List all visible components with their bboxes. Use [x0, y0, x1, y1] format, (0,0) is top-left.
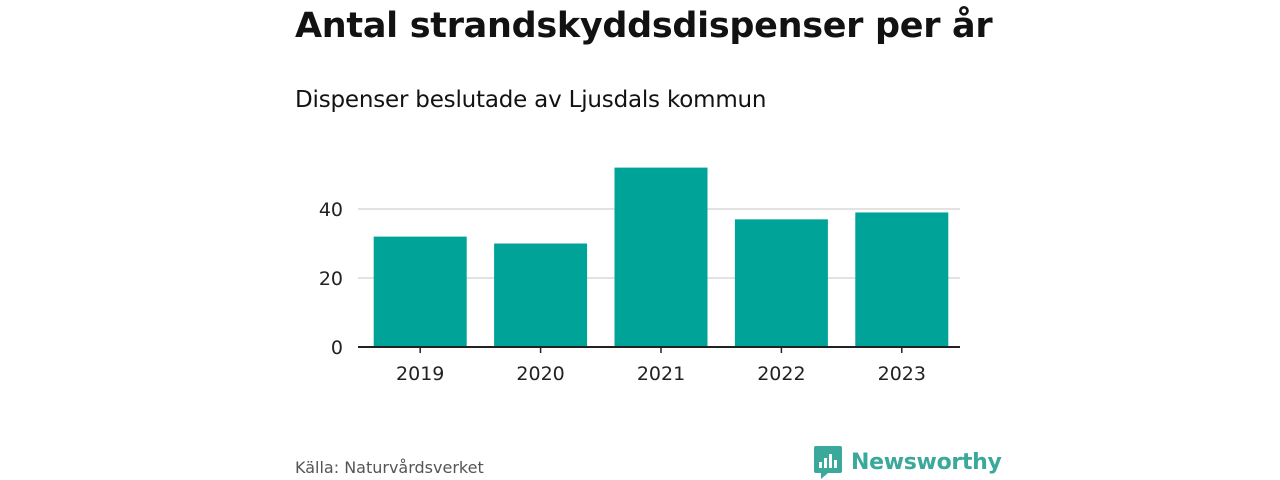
brand-name: Newsworthy [851, 449, 1002, 475]
chart-subtitle: Dispenser beslutade av Ljusdals kommun [295, 87, 767, 113]
bar-2021 [614, 167, 708, 347]
newsworthy-logo: Newsworthy [813, 444, 1002, 480]
x-tick-label-2021: 2021 [637, 363, 685, 385]
x-tick-label-2019: 2019 [396, 363, 444, 385]
x-tick-label-2022: 2022 [757, 363, 805, 385]
newsworthy-logo-icon [814, 446, 842, 479]
bar-2020 [494, 243, 588, 347]
x-tick-label-2020: 2020 [516, 363, 564, 385]
chart-title: Antal strandskyddsdispenser per år [295, 6, 993, 46]
y-tick-label-40: 40 [319, 199, 343, 221]
bar-2023 [855, 212, 949, 347]
bar-2019 [373, 236, 467, 347]
bar-2022 [734, 219, 828, 347]
y-tick-label-20: 20 [319, 268, 343, 290]
y-tick-label-0: 0 [331, 337, 343, 359]
source-note: Källa: Naturvårdsverket [295, 458, 484, 477]
x-tick-label-2023: 2023 [878, 363, 926, 385]
